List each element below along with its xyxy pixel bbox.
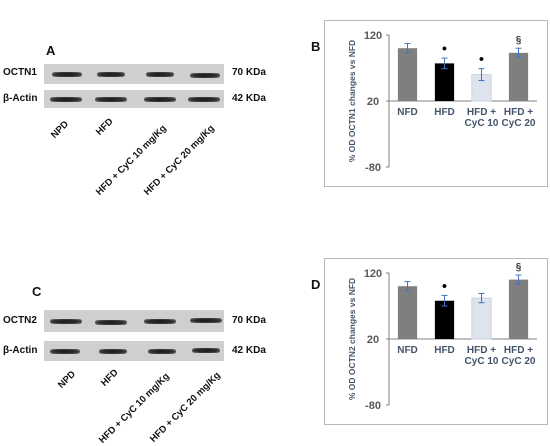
band	[144, 319, 176, 324]
chart-d: D% OD OCTN2 changes vs NFD12020-80NFD•HF…	[325, 259, 547, 424]
bar-nfd	[398, 48, 417, 101]
x-tick-label: HFD +	[467, 107, 496, 118]
blot-c-target-label: OCTN2	[3, 315, 37, 326]
blot-c-actin-strip	[44, 341, 224, 361]
band	[52, 72, 82, 77]
blot-c-actin-kda: 42 KDa	[232, 345, 266, 356]
lane-label-c-1: NPD	[56, 369, 78, 391]
x-tick-label: CyC 20	[502, 118, 536, 129]
lane-label-a-1: NPD	[49, 119, 71, 141]
band	[99, 349, 127, 354]
blot-a-target-label: OCTN1	[3, 67, 37, 78]
bar-nfd	[398, 286, 417, 339]
significance-marker: §	[516, 35, 522, 46]
band	[148, 349, 176, 354]
band	[50, 319, 82, 324]
blot-a-actin-label: β-Actin	[3, 93, 37, 104]
band	[50, 97, 82, 102]
significance-marker: •	[442, 277, 447, 293]
bar-hfd-cyc-20	[509, 53, 528, 101]
y-axis-label: % OD OCTN1 changes vs NFD	[347, 40, 357, 162]
panel-letter-c: C	[32, 284, 41, 299]
chart-b: B% OD OCTN1 changes vs NFD12020-80NFD•HF…	[325, 21, 547, 186]
significance-marker: •	[442, 40, 447, 56]
y-axis-label: % OD OCTN2 changes vs NFD	[347, 278, 357, 400]
x-tick-label: NFD	[397, 345, 418, 356]
band	[190, 73, 220, 78]
band	[95, 97, 127, 102]
lane-label-a-2: HFD	[94, 116, 116, 138]
blot-a-actin-kda: 42 KDa	[232, 93, 266, 104]
band	[188, 97, 220, 102]
x-tick-label: NFD	[397, 107, 418, 118]
band	[192, 348, 220, 353]
blot-a-target-strip	[44, 64, 224, 84]
x-tick-label: CyC 10	[465, 356, 499, 367]
blot-a-target-kda: 70 KDa	[232, 67, 266, 78]
band	[146, 72, 174, 77]
band	[97, 72, 125, 77]
panel-letter-b: B	[311, 39, 320, 54]
x-tick-label: HFD +	[467, 345, 496, 356]
blot-a-actin-strip	[44, 90, 224, 108]
y-tick-label: 120	[364, 268, 382, 280]
significance-marker: •	[479, 51, 484, 67]
y-tick-label: -80	[365, 400, 381, 412]
chart-d-frame: D% OD OCTN2 changes vs NFD12020-80NFD•HF…	[324, 258, 548, 425]
y-tick-label: 20	[367, 334, 379, 346]
x-tick-label: CyC 10	[465, 118, 499, 129]
panel-letter-d: D	[311, 277, 320, 292]
y-tick-label: 120	[364, 30, 382, 42]
band	[144, 97, 176, 102]
bar-hfd-cyc-20	[509, 280, 528, 339]
y-tick-label: 20	[367, 96, 379, 108]
y-tick-label: -80	[365, 162, 381, 174]
x-tick-label: HFD +	[504, 107, 533, 118]
chart-b-frame: B% OD OCTN1 changes vs NFD12020-80NFD•HF…	[324, 20, 548, 187]
blot-c-target-kda: 70 KDa	[232, 315, 266, 326]
panel-letter-a: A	[46, 43, 55, 58]
lane-label-c-2: HFD	[99, 367, 121, 389]
band	[95, 320, 127, 325]
blot-c-actin-label: β-Actin	[3, 345, 37, 356]
band	[50, 349, 80, 354]
x-tick-label: HFD	[434, 345, 455, 356]
significance-marker: §	[516, 262, 522, 273]
band	[190, 318, 222, 323]
x-tick-label: HFD +	[504, 345, 533, 356]
bar-hfd-cyc-10	[472, 298, 491, 339]
x-tick-label: CyC 20	[502, 356, 536, 367]
blot-c-target-strip	[44, 310, 224, 332]
x-tick-label: HFD	[434, 107, 455, 118]
